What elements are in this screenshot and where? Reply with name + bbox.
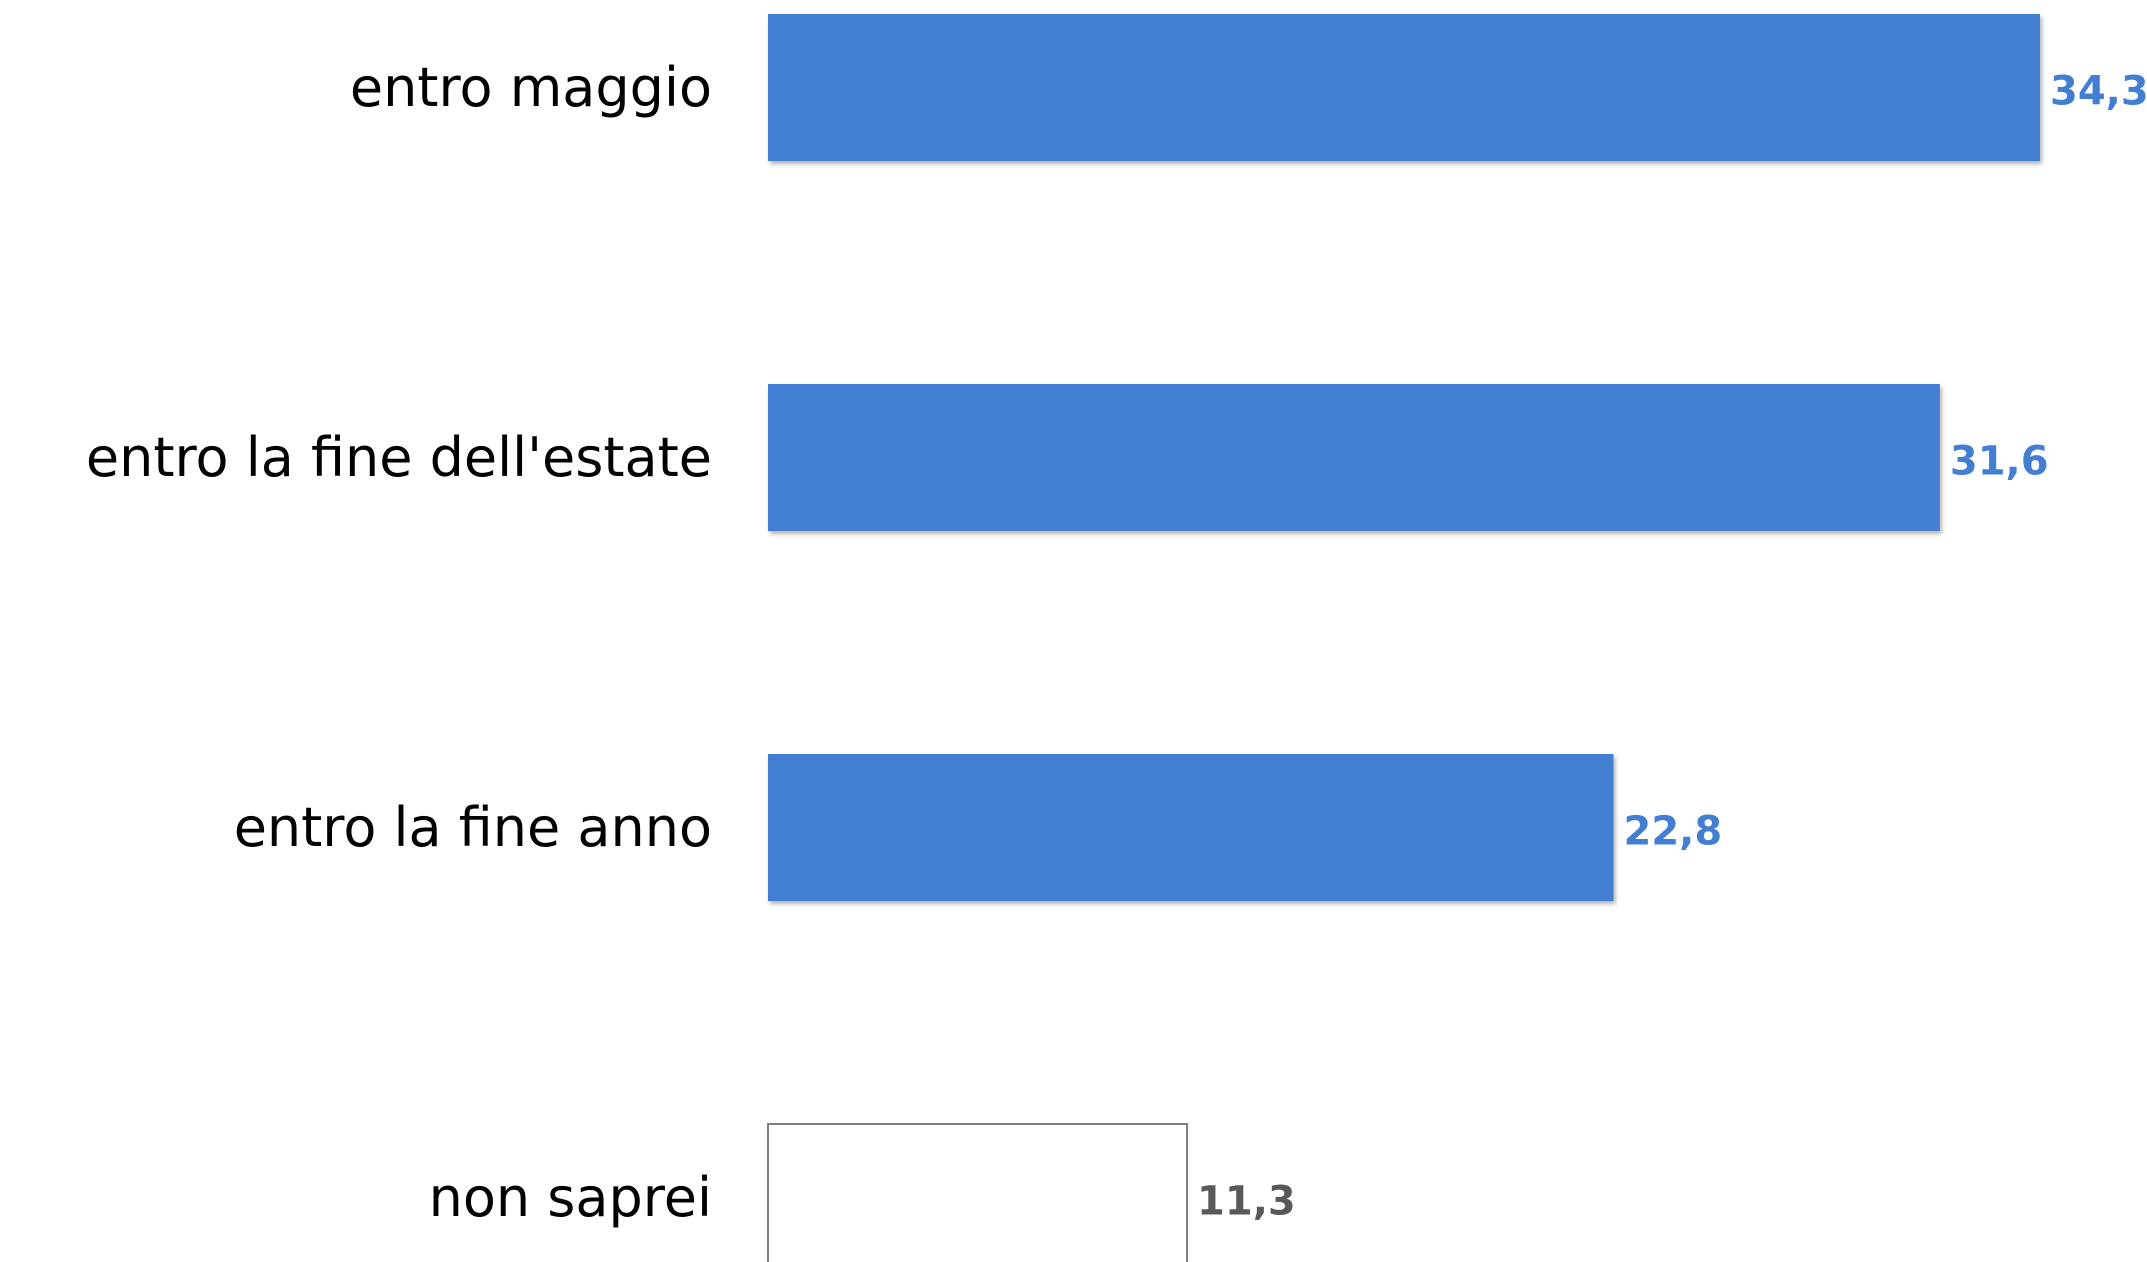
labels-group: entro maggio 34,3 entro la fine dell'estat… <box>86 56 2147 1229</box>
category-label: entro la fine anno <box>234 796 712 859</box>
bar-2 <box>768 384 1940 531</box>
category-label: entro maggio <box>350 56 712 119</box>
bar-1 <box>768 14 2040 161</box>
category-label: entro la fine dell'estate <box>86 426 712 489</box>
bar-4 <box>767 1123 1189 1262</box>
bar-3 <box>768 754 1614 901</box>
value-label: 11,3 <box>1197 1179 1296 1225</box>
category-label: non saprei <box>429 1166 712 1229</box>
bars-group <box>767 14 2040 1262</box>
value-label: 31,6 <box>1950 439 2049 485</box>
value-label: 22,8 <box>1624 809 1723 855</box>
value-label: 34,3 <box>2050 69 2147 115</box>
